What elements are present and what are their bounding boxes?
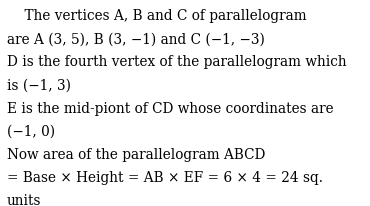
Text: D is the fourth vertex of the parallelogram which: D is the fourth vertex of the parallelog… xyxy=(7,55,346,69)
Text: (−1, 0): (−1, 0) xyxy=(7,125,55,139)
Text: are A (3, 5), B (3, −1) and C (−1, −3): are A (3, 5), B (3, −1) and C (−1, −3) xyxy=(7,32,265,46)
Text: E is the mid-piont of CD whose coordinates are: E is the mid-piont of CD whose coordinat… xyxy=(7,102,333,116)
Text: Now area of the parallelogram ABCD: Now area of the parallelogram ABCD xyxy=(7,148,265,162)
Text: is (−1, 3): is (−1, 3) xyxy=(7,78,71,92)
Text: units: units xyxy=(7,194,41,206)
Text: = Base × Height = AB × EF = 6 × 4 = 24 sq.: = Base × Height = AB × EF = 6 × 4 = 24 s… xyxy=(7,171,323,185)
Text: The vertices A, B and C of parallelogram: The vertices A, B and C of parallelogram xyxy=(7,9,306,23)
